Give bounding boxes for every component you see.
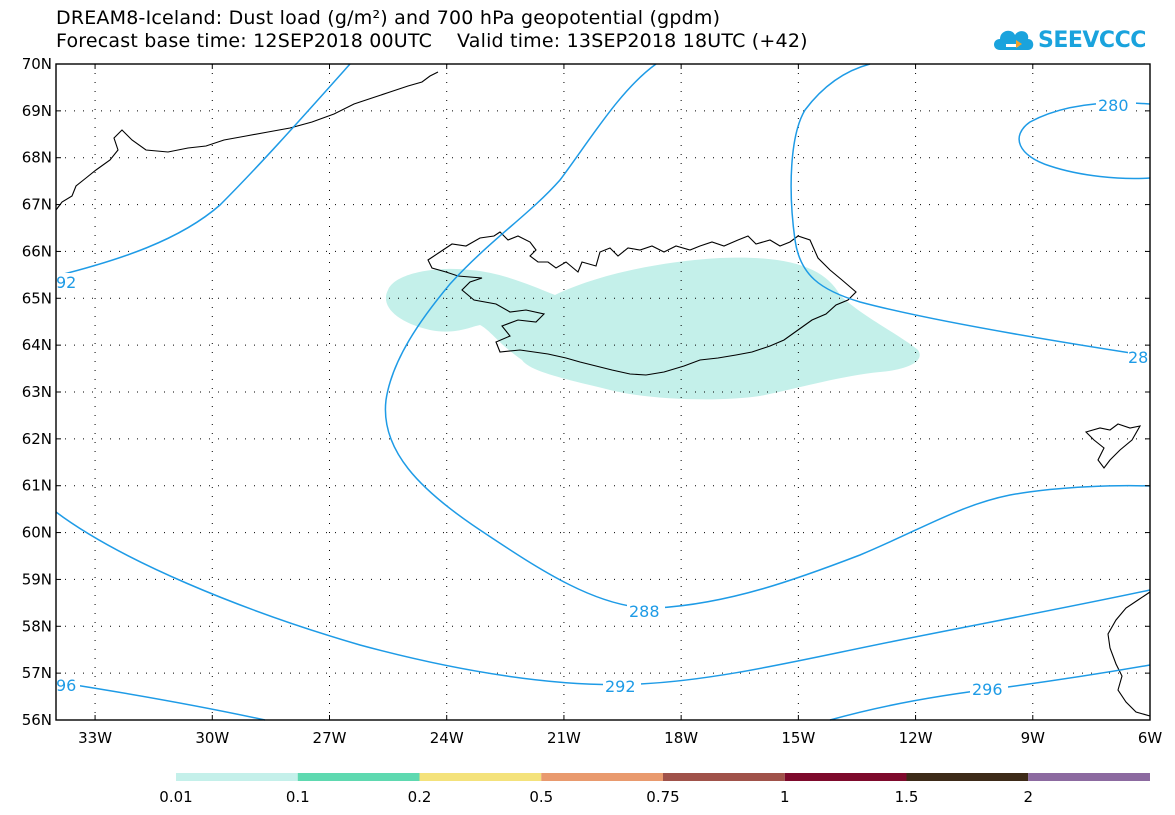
map-title: DREAM8-Iceland: Dust load (g/m²) and 700… (56, 7, 721, 29)
colorbar (176, 773, 1150, 781)
lat-label: 61N (22, 477, 52, 495)
lat-label: 66N (22, 242, 52, 260)
lon-label: 15W (781, 729, 815, 747)
lat-label: 63N (22, 383, 52, 401)
colorbar-label: 2 (1023, 788, 1033, 806)
lat-label: 68N (22, 149, 52, 167)
colorbar-swatch (297, 773, 420, 781)
latitude-labels: 70N 69N 68N 67N 66N 65N 64N 63N 62N 61N 60N 59N 58N 5… (22, 55, 52, 729)
contour-line-288 (384, 63, 1151, 609)
greenland-coastline (55, 71, 439, 211)
lat-label: 57N (22, 664, 52, 682)
colorbar-label: 0.5 (529, 788, 553, 806)
lat-label: 56N (22, 711, 52, 729)
colorbar-label: 0.01 (159, 788, 192, 806)
geopotential-contours (55, 63, 1151, 721)
contour-labels: 280 28 92 288 292 96 296 (56, 96, 1150, 699)
lat-label: 65N (22, 289, 52, 307)
contour-label-bg (1096, 96, 1136, 114)
lat-label: 58N (22, 617, 52, 635)
dust-load-area (385, 257, 920, 400)
lat-label: 64N (22, 336, 52, 354)
longitude-labels: 33W 30W 27W 24W 21W 18W 15W 12W 9W 6W (78, 729, 1162, 747)
contour-label-bg (56, 676, 80, 694)
colorbar-labels: 0.01 0.1 0.2 0.5 0.75 1 1.5 2 (159, 788, 1033, 806)
lat-label: 59N (22, 570, 52, 588)
coastlines (55, 71, 1151, 717)
axis-ticks (56, 63, 1151, 721)
contour-label-bg (603, 677, 641, 695)
contour-label-288: 288 (629, 602, 660, 621)
colorbar-swatch (176, 773, 298, 781)
colorbar-label: 0.2 (408, 788, 432, 806)
contour-line-296 (55, 681, 266, 721)
colorbar-swatch (419, 773, 542, 781)
contour-label-bg (627, 602, 665, 620)
contour-label-bg (56, 273, 80, 291)
iceland-coastline (427, 231, 857, 376)
scotland-coastline (1107, 591, 1151, 717)
lat-label: 60N (22, 524, 52, 542)
contour-line-280-ne (1018, 102, 1151, 180)
dust-shade-polygon (385, 257, 920, 400)
contour-line-284 (790, 63, 1151, 357)
contour-label-284: 28 (1128, 348, 1148, 367)
lon-label: 12W (899, 729, 933, 747)
colorbar-swatch (1028, 773, 1150, 781)
colorbar-swatch (663, 773, 785, 781)
contour-line-292 (55, 63, 351, 277)
colorbar-swatch (541, 773, 663, 781)
contour-label-bg (970, 680, 1008, 698)
colorbar-swatch (784, 773, 907, 781)
faroe-coastline (1084, 423, 1142, 469)
lon-label: 24W (430, 729, 464, 747)
map-frame (55, 63, 1151, 721)
lon-label: 6W (1138, 729, 1163, 747)
logo-text: SEEVCCC (1038, 28, 1146, 53)
graticule (56, 64, 1150, 720)
lon-label: 30W (195, 729, 229, 747)
contour-label-296-west: 96 (56, 676, 76, 695)
seevccc-logo: SEEVCCC (990, 22, 1170, 62)
map-subtitle: Forecast base time: 12SEP2018 00UTC Vali… (56, 30, 808, 52)
lon-label: 18W (664, 729, 698, 747)
lon-label: 33W (78, 729, 112, 747)
contour-label-292: 292 (605, 677, 636, 696)
colorbar-swatch (906, 773, 1029, 781)
lat-label: 69N (22, 102, 52, 120)
contour-label-296: 296 (972, 680, 1003, 699)
lon-label: 9W (1021, 729, 1046, 747)
colorbar-label: 0.1 (286, 788, 310, 806)
lat-label: 62N (22, 430, 52, 448)
colorbar-label: 0.75 (646, 788, 679, 806)
lat-label: 70N (22, 55, 52, 73)
lat-label: 67N (22, 196, 52, 214)
lon-label: 21W (547, 729, 581, 747)
colorbar-label: 1.5 (895, 788, 919, 806)
lon-label: 27W (313, 729, 347, 747)
cloud-logo-icon (994, 30, 1034, 50)
contour-label-280: 280 (1098, 96, 1129, 115)
contour-label-bg (1128, 348, 1150, 366)
contour-label-292-west: 92 (56, 273, 76, 292)
colorbar-label: 1 (780, 788, 790, 806)
